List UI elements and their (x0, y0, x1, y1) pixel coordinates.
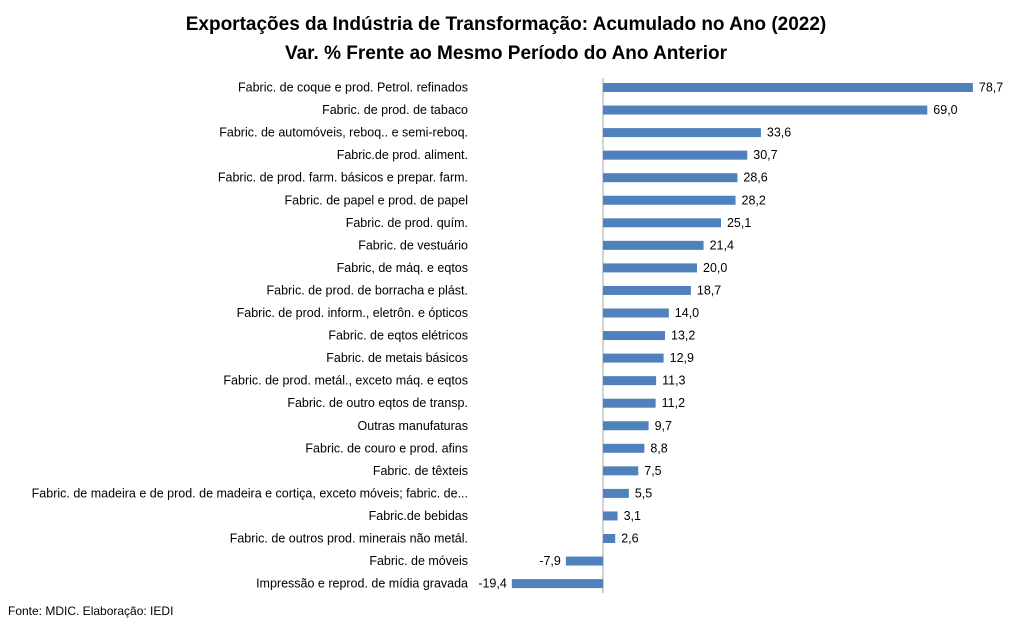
data-label: 13,2 (671, 329, 695, 343)
category-label: Fabric. de eqtos elétricos (328, 329, 468, 343)
data-label: -19,4 (478, 577, 507, 591)
data-label: 33,6 (767, 126, 791, 140)
bar (603, 534, 616, 543)
category-label: Fabric. de outros prod. minerais não met… (230, 532, 468, 546)
data-label: 3,1 (624, 509, 641, 523)
bar (603, 105, 928, 115)
bar (603, 331, 666, 341)
data-label: 14,0 (675, 306, 699, 320)
chart-title: Exportações da Indústria de Transformaçã… (185, 14, 827, 35)
bar (603, 195, 736, 205)
category-label: Fabric. de madeira e de prod. de madeira… (32, 486, 468, 500)
category-label: Fabric. de automóveis, reboq.. e semi-re… (219, 126, 468, 140)
bar (603, 443, 645, 453)
bar (603, 353, 664, 363)
category-label: Fabric. de prod. quím. (346, 216, 468, 230)
bar (603, 218, 721, 228)
category-label: Fabric. de têxteis (373, 464, 468, 478)
bar (603, 285, 691, 295)
category-label: Fabric.de prod. aliment. (337, 148, 468, 162)
category-label: Fabric.de bebidas (369, 509, 468, 523)
chart-subtitle: Var. % Frente ao Mesmo Período do Ano An… (284, 43, 727, 64)
bar (603, 240, 704, 250)
data-label: 28,6 (743, 171, 767, 185)
data-label: 11,3 (662, 374, 685, 388)
data-label: 69,0 (933, 103, 957, 117)
data-label: 25,1 (727, 216, 751, 230)
bar (603, 511, 618, 521)
data-label: -7,9 (539, 554, 561, 568)
category-label: Fabric. de prod. metál., exceto máq. e e… (223, 374, 468, 388)
category-label: Fabric, de máq. e eqtos (337, 261, 468, 275)
data-label: 12,9 (670, 351, 694, 365)
category-label: Outras manufaturas (358, 419, 468, 433)
data-label: 8,8 (650, 441, 667, 455)
data-label: 7,5 (644, 464, 661, 478)
bar (603, 466, 639, 476)
bar (603, 83, 973, 92)
category-label: Fabric. de outro eqtos de transp. (287, 396, 468, 410)
category-label: Fabric. de coque e prod. Petrol. refinad… (238, 81, 468, 95)
data-label: 21,4 (710, 238, 734, 252)
data-label: 11,2 (662, 396, 685, 410)
category-label: Fabric. de móveis (369, 554, 468, 568)
category-label: Fabric. de prod. de borracha e plást. (266, 283, 468, 297)
data-label: 28,2 (742, 193, 766, 207)
category-label: Fabric. de couro e prod. afins (305, 441, 468, 455)
data-label: 5,5 (635, 486, 652, 500)
data-label: 20,0 (703, 261, 727, 275)
bar (603, 150, 748, 160)
bar (603, 128, 761, 138)
category-label: Fabric. de papel e prod. de papel (285, 193, 468, 207)
data-label: 2,6 (621, 532, 638, 546)
bar (603, 421, 649, 431)
bar (603, 308, 669, 318)
category-label: Impressão e reprod. de mídia gravada (256, 577, 468, 591)
bar (603, 173, 738, 183)
bar (603, 488, 629, 498)
category-label: Fabric. de vestuário (358, 238, 468, 252)
bar (511, 579, 603, 589)
bar (565, 556, 603, 566)
bar (603, 263, 697, 273)
category-label: Fabric. de prod. inform., eletrôn. e ópt… (237, 306, 468, 320)
category-label: Fabric. de prod. de tabaco (322, 103, 468, 117)
bar (603, 376, 657, 386)
category-label: Fabric. de metais básicos (326, 351, 468, 365)
category-label: Fabric. de prod. farm. básicos e prepar.… (218, 171, 468, 185)
data-label: 78,7 (979, 81, 1003, 95)
source-note: Fonte: MDIC. Elaboração: IEDI (8, 604, 174, 618)
bar (603, 398, 656, 408)
data-label: 9,7 (655, 419, 672, 433)
data-label: 18,7 (697, 283, 721, 297)
data-label: 30,7 (753, 148, 777, 162)
